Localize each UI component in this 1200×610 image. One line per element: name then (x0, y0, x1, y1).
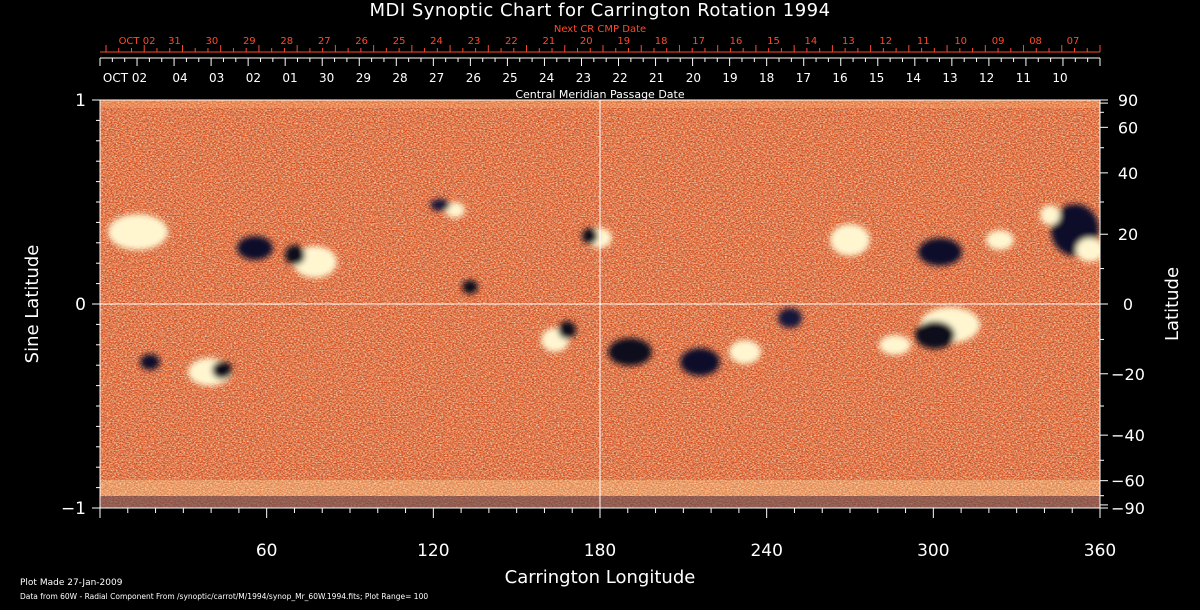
lon-tick-label: 240 (750, 541, 782, 561)
footer-data-source: Data from 60W - Radial Component From /s… (20, 592, 429, 601)
next-cr-tick-label: 21 (542, 36, 555, 47)
axis-ticks (92, 45, 1108, 518)
y-right-label: Latitude (1162, 267, 1183, 341)
next-cr-tick-label: 22 (505, 36, 518, 47)
next-cr-tick-label: 18 (655, 36, 668, 47)
cmp-tick-label: 20 (686, 71, 701, 85)
cmp-tick-label: OCT 02 (103, 71, 147, 85)
cmp-tick-label: 26 (466, 71, 481, 85)
next-cr-tick-label: 16 (730, 36, 743, 47)
lon-tick-label: 360 (1084, 541, 1116, 561)
x-axis-label: Carrington Longitude (505, 567, 696, 588)
lon-tick-label: 120 (417, 541, 449, 561)
y-left-label: Sine Latitude (22, 245, 43, 364)
cmp-tick-label: 27 (429, 71, 444, 85)
lat-tick-label: −20 (1111, 365, 1145, 384)
next-cr-tick-label: 12 (879, 36, 892, 47)
cmp-tick-label: 29 (356, 71, 371, 85)
next-cr-tick-label: 19 (617, 36, 630, 47)
cmp-tick-label: 28 (392, 71, 407, 85)
sinlat-tick-label: 1 (75, 91, 86, 111)
lat-tick-label: 0 (1123, 295, 1133, 314)
cmp-tick-label: 30 (319, 71, 334, 85)
cmp-tick-label: 18 (759, 71, 774, 85)
lat-tick-label: 20 (1118, 225, 1138, 244)
cmp-tick-label: 24 (539, 71, 554, 85)
next-cr-tick-label: 26 (355, 36, 368, 47)
lon-tick-label: 60 (256, 541, 278, 561)
next-cr-tick-label: 23 (468, 36, 481, 47)
lat-tick-label: 90 (1118, 91, 1138, 110)
cmp-tick-label: 25 (502, 71, 517, 85)
cmp-tick-label: 22 (612, 71, 627, 85)
cmp-tick-label: 02 (246, 71, 261, 85)
cmp-tick-label: 19 (722, 71, 737, 85)
next-cr-tick-label: 17 (692, 36, 705, 47)
next-cr-axis-label: Next CR CMP Date (554, 24, 646, 35)
next-cr-tick-label: 24 (430, 36, 443, 47)
cmp-tick-label: 11 (1016, 71, 1031, 85)
cmp-tick-label: 14 (906, 71, 921, 85)
cmp-tick-label: 12 (979, 71, 994, 85)
cmp-axis-label: Central Meridian Passage Date (515, 88, 684, 101)
next-cr-tick-label: 20 (580, 36, 593, 47)
next-cr-tick-label: 08 (1029, 36, 1042, 47)
next-cr-tick-label: 31 (168, 36, 181, 47)
cmp-tick-label: 16 (832, 71, 847, 85)
lon-tick-label: 180 (584, 541, 616, 561)
cmp-tick-label: 15 (869, 71, 884, 85)
next-cr-tick-label: 29 (243, 36, 256, 47)
cmp-tick-label: 10 (1052, 71, 1067, 85)
next-cr-tick-label: OCT 02 (119, 36, 156, 47)
footer-plot-made: Plot Made 27-Jan-2009 (20, 578, 123, 588)
next-cr-tick-label: 15 (767, 36, 780, 47)
next-cr-tick-label: 09 (992, 36, 1005, 47)
cmp-tick-label: 21 (649, 71, 664, 85)
cmp-tick-label: 17 (796, 71, 811, 85)
next-cr-tick-label: 10 (954, 36, 967, 47)
lat-tick-label: −40 (1111, 426, 1145, 445)
lat-tick-label: 40 (1118, 164, 1138, 183)
next-cr-tick-label: 28 (280, 36, 293, 47)
next-cr-tick-label: 13 (842, 36, 855, 47)
chart-title: MDI Synoptic Chart for Carrington Rotati… (369, 0, 831, 21)
sinlat-tick-label: −1 (61, 499, 86, 519)
cmp-tick-label: 04 (172, 71, 187, 85)
next-cr-tick-label: 11 (917, 36, 930, 47)
cmp-tick-label: 13 (942, 71, 957, 85)
lon-tick-label: 300 (917, 541, 949, 561)
cmp-tick-label: 01 (282, 71, 297, 85)
next-cr-tick-label: 07 (1067, 36, 1080, 47)
next-cr-tick-label: 14 (805, 36, 818, 47)
next-cr-tick-label: 30 (206, 36, 219, 47)
sinlat-tick-label: 0 (75, 295, 86, 315)
cmp-tick-label: 23 (576, 71, 591, 85)
next-cr-tick-label: 25 (393, 36, 406, 47)
lat-tick-label: −90 (1111, 499, 1145, 518)
lat-tick-label: −60 (1111, 472, 1145, 491)
cmp-tick-label: 03 (209, 71, 224, 85)
lat-tick-label: 60 (1118, 118, 1138, 137)
next-cr-tick-label: 27 (318, 36, 331, 47)
